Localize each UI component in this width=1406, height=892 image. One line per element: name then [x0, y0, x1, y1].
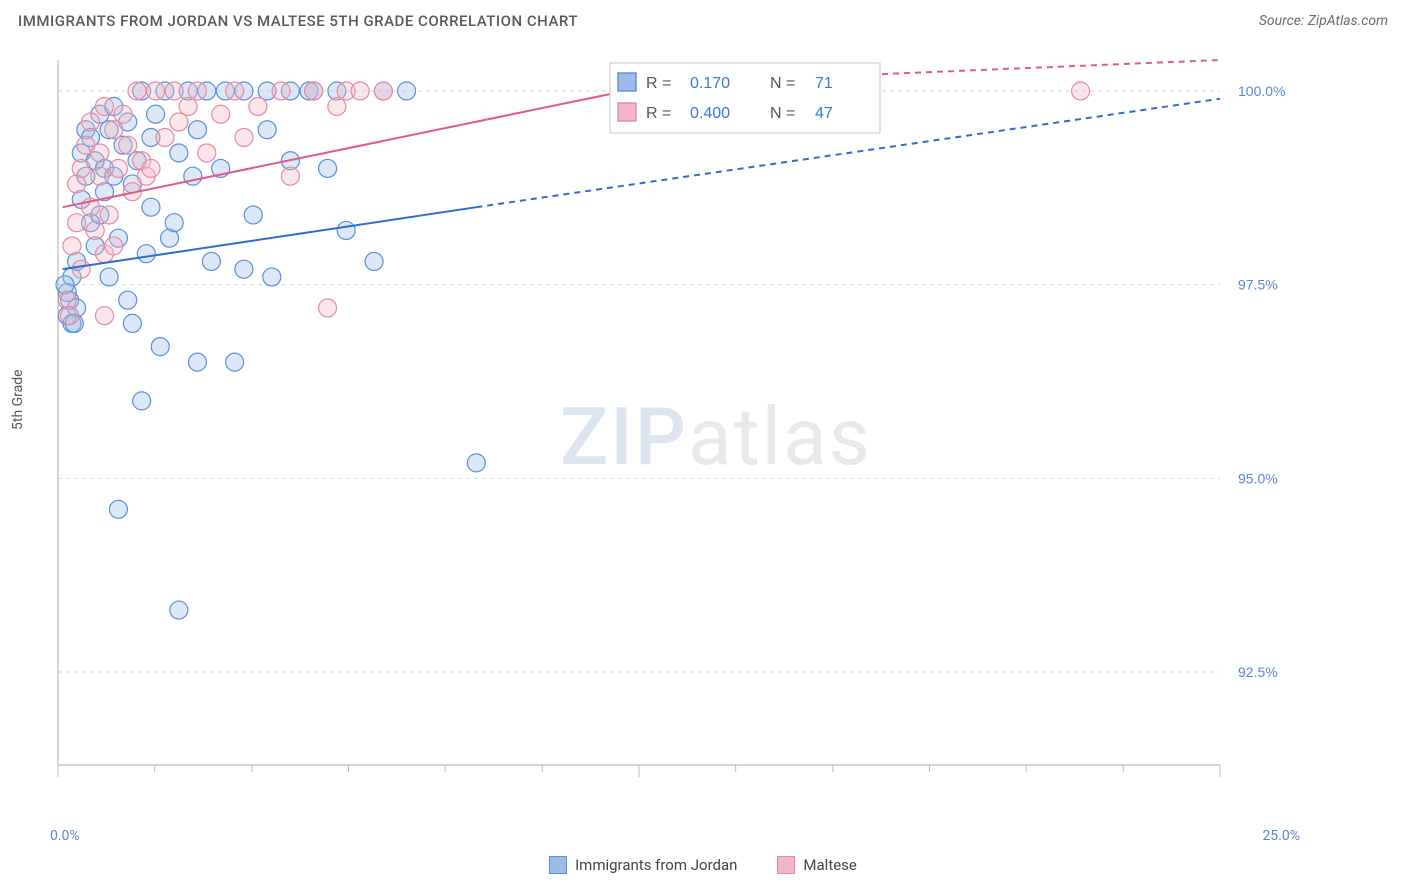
y-axis-label: 5th Grade: [10, 369, 26, 430]
svg-text:N =: N =: [770, 75, 795, 92]
svg-text:R =: R =: [646, 75, 671, 92]
scatter-chart-svg: 92.5% 95.0% 97.5% 100.0% R = 0.170 N = 71 R = 0.4…: [50, 55, 1300, 795]
source-attribution: Source: ZipAtlas.com: [1259, 13, 1388, 29]
x-tick-min: 0.0%: [50, 828, 80, 844]
legend-label-maltese: Maltese: [803, 856, 856, 874]
x-tick-max: 25.0%: [1262, 828, 1300, 844]
svg-text:0.400: 0.400: [690, 105, 730, 122]
svg-text:92.5%: 92.5%: [1238, 664, 1278, 680]
chart-area: 92.5% 95.0% 97.5% 100.0% R = 0.170 N = 71 R = 0.4…: [50, 55, 1300, 795]
legend-item-maltese: Maltese: [777, 856, 856, 874]
x-axis-labels: 0.0% 25.0%: [50, 828, 1300, 844]
svg-text:N =: N =: [770, 105, 795, 122]
legend-swatch-jordan: [549, 856, 567, 874]
svg-text:47: 47: [815, 105, 833, 122]
svg-text:R =: R =: [646, 105, 671, 122]
chart-title: IMMIGRANTS FROM JORDAN VS MALTESE 5TH GR…: [18, 12, 578, 30]
svg-text:100.0%: 100.0%: [1238, 83, 1285, 99]
legend-swatch-maltese: [777, 856, 795, 874]
legend-label-jordan: Immigrants from Jordan: [575, 856, 737, 874]
svg-text:0.170: 0.170: [690, 75, 730, 92]
legend-item-jordan: Immigrants from Jordan: [549, 856, 737, 874]
svg-text:71: 71: [815, 75, 833, 92]
svg-text:97.5%: 97.5%: [1238, 277, 1278, 293]
bottom-legend: Immigrants from Jordan Maltese: [0, 856, 1406, 874]
svg-text:95.0%: 95.0%: [1238, 470, 1278, 486]
